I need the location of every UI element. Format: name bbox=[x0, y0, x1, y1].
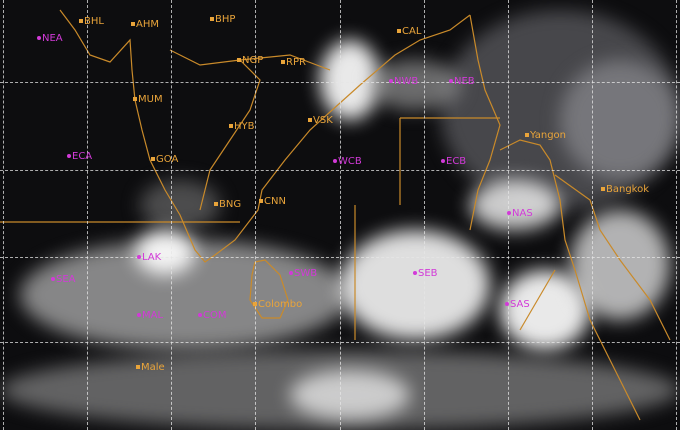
region-label-nea: NEA bbox=[37, 34, 63, 44]
city-label-mum: MUM bbox=[133, 95, 163, 105]
grid-line bbox=[0, 257, 680, 258]
region-label-com: COM bbox=[198, 311, 226, 321]
region-label-lak: LAK bbox=[137, 253, 161, 263]
grid-line bbox=[255, 0, 256, 430]
grid-line bbox=[0, 82, 680, 83]
region-label-neb: NEB bbox=[449, 77, 475, 87]
city-label-goa: GOA bbox=[151, 155, 178, 165]
grid-line bbox=[592, 0, 593, 430]
city-label-vsk: VSK bbox=[308, 116, 333, 126]
city-label-rpr: RPR bbox=[281, 58, 306, 68]
region-label-nwb: NWB bbox=[389, 77, 418, 87]
city-label-bhl: BHL bbox=[79, 17, 104, 27]
cloud bbox=[570, 210, 670, 320]
city-label-ngp: NGP bbox=[237, 56, 263, 66]
region-label-wcb: WCB bbox=[333, 157, 362, 167]
region-label-sas: SAS bbox=[505, 300, 530, 310]
city-label-cnn: CNN bbox=[259, 197, 286, 207]
grid-line bbox=[676, 0, 677, 430]
grid-line bbox=[3, 0, 4, 430]
cloud bbox=[290, 370, 410, 420]
city-label-cal: CAL bbox=[397, 27, 421, 37]
city-label-colombo: Colombo bbox=[253, 300, 302, 310]
grid-line bbox=[171, 0, 172, 430]
grid-line bbox=[424, 0, 425, 430]
region-label-sea: SEA bbox=[51, 275, 76, 285]
region-label-seb: SEB bbox=[413, 269, 438, 279]
region-label-nas: NAS bbox=[507, 209, 533, 219]
grid-line bbox=[0, 170, 680, 171]
city-label-male: Male bbox=[136, 363, 165, 373]
cloud bbox=[470, 180, 560, 230]
city-label-ahm: AHM bbox=[131, 20, 159, 30]
city-label-bng: BNG bbox=[214, 200, 241, 210]
city-label-hyb: HYB bbox=[229, 122, 255, 132]
region-label-mal: MAL bbox=[137, 311, 163, 321]
cloud bbox=[560, 60, 680, 180]
city-label-bangkok: Bangkok bbox=[601, 185, 649, 195]
city-label-bhp: BHP bbox=[210, 15, 235, 25]
region-label-swb: SWB bbox=[289, 269, 317, 279]
grid-line bbox=[87, 0, 88, 430]
region-label-ecb: ECB bbox=[441, 157, 466, 167]
cloud bbox=[340, 230, 490, 340]
grid-line bbox=[0, 342, 680, 343]
city-label-yangon: Yangon bbox=[525, 131, 566, 141]
region-label-eca: ECA bbox=[67, 152, 92, 162]
grid-line bbox=[340, 0, 341, 430]
